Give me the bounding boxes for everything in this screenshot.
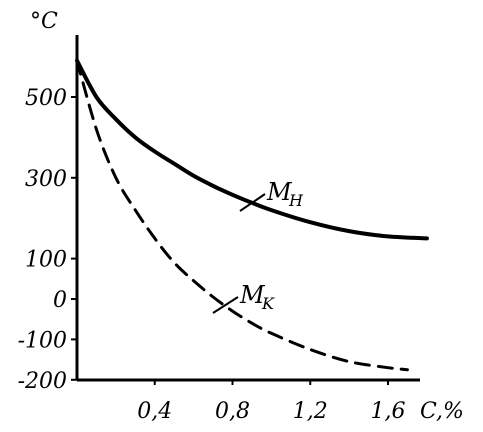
series-label-leader: [239, 193, 266, 212]
x-axis: 0,4 0,8 1,2 1,6: [77, 378, 420, 424]
series-label-leader: [212, 296, 239, 314]
series-label-sub: K: [261, 294, 275, 313]
series-label-main: M: [239, 281, 266, 309]
x-tick-label: 1,6: [371, 399, 406, 424]
y-tick-label: 0: [53, 288, 67, 313]
series-line-mn: [75, 58, 429, 241]
y-tick-label: -100: [18, 328, 67, 353]
series-label-mk: MK: [212, 281, 275, 314]
x-tick-label: 0,8: [215, 399, 250, 424]
series-label-sub: H: [288, 191, 304, 210]
x-tick-label: 1,2: [293, 399, 328, 424]
series-label-mn: MH: [239, 178, 304, 212]
y-tick-label: 300: [25, 167, 67, 192]
series-lines: [75, 58, 429, 372]
x-tick-label: 0,4: [137, 399, 172, 424]
series-line-mk: [75, 59, 409, 372]
series-label-main: M: [266, 178, 293, 206]
y-tick-label: -200: [18, 369, 67, 394]
y-tick-label: 100: [25, 248, 67, 273]
y-axis: 500 300 100 0 -100 -200: [18, 35, 79, 394]
y-tick-label: 500: [25, 86, 67, 111]
x-axis-unit: C,%: [420, 399, 464, 424]
y-axis-unit: °C: [30, 9, 58, 34]
